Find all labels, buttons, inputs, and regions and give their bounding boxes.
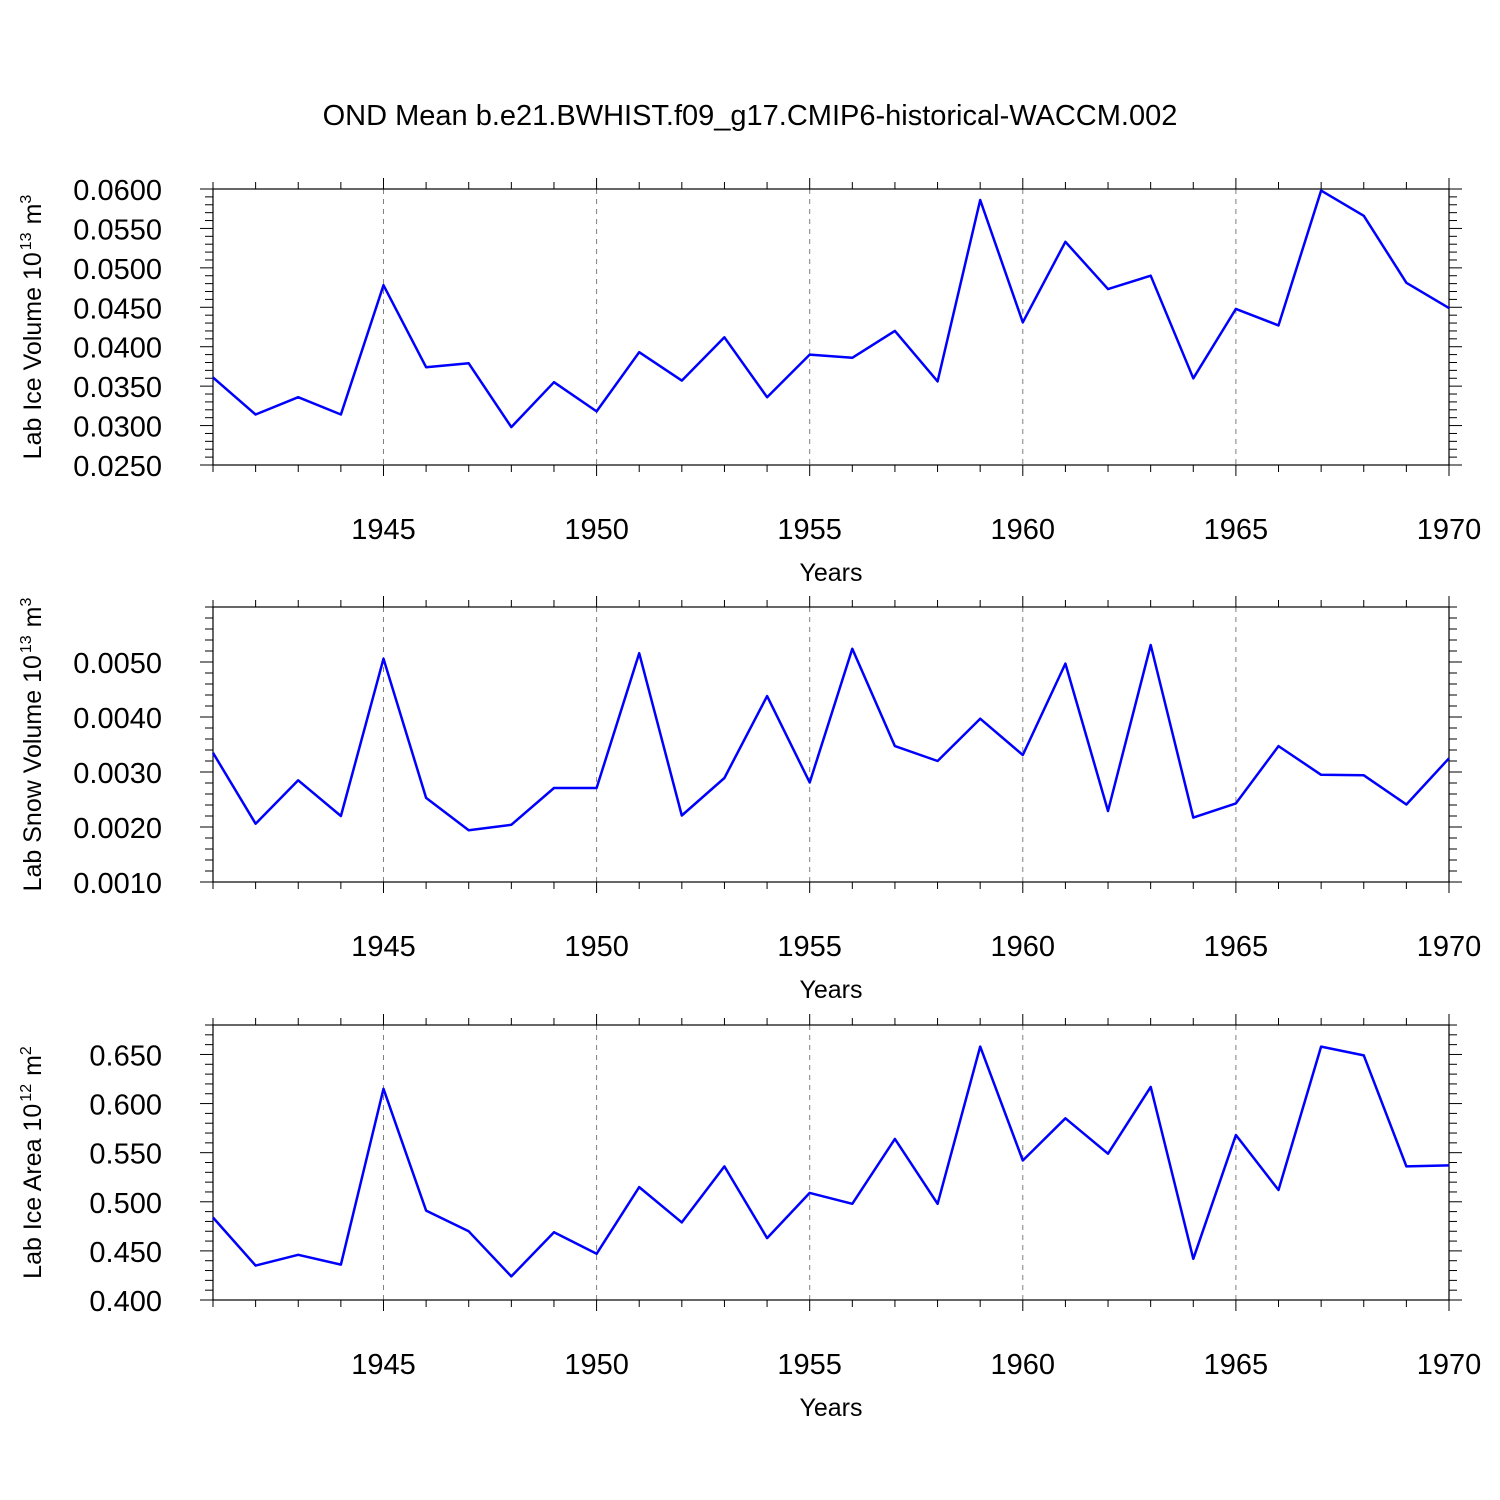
y-tick-label: 0.600 — [89, 1090, 162, 1122]
x-tick-label: 1955 — [777, 931, 842, 963]
x-tick-label: 1965 — [1204, 931, 1269, 963]
x-tick-label: 1950 — [564, 931, 629, 963]
x-tick-label: 1970 — [1417, 514, 1482, 546]
y-axis-label: Lab Snow Volume 10 13 m3 — [18, 598, 47, 892]
x-tick-label: 1950 — [564, 514, 629, 546]
series-line-snow-volume — [211, 643, 1450, 832]
y-tick-label: 0.0030 — [73, 758, 162, 790]
y-axis-label-exponent: 12 — [18, 1084, 35, 1102]
y-tick-label: 0.0350 — [73, 372, 162, 404]
plot-frame — [212, 606, 1450, 883]
y-tick-label: 0.0400 — [73, 333, 162, 365]
x-tick-label: 1965 — [1204, 514, 1269, 546]
x-tick-label: 1945 — [351, 514, 416, 546]
x-axis-label: Years — [799, 976, 862, 1004]
chart-panel-snow-volume: 0.0010 0.0020 0.0030 0.0040 0.0050 1945 1950 19… — [18, 596, 1481, 1004]
y-tick-label: 0.0500 — [73, 254, 162, 286]
y-axis-label: Lab Ice Area 10 12 m2 — [18, 1046, 47, 1279]
x-tick-label: 1960 — [991, 1349, 1056, 1381]
y-tick-label: 0.550 — [89, 1139, 162, 1171]
y-tick-label: 0.0250 — [73, 451, 162, 483]
series-line-ice-volume — [212, 189, 1450, 429]
y-tick-label: 0.0010 — [73, 868, 162, 900]
x-tick-label: 1950 — [564, 1349, 629, 1381]
y-axis-label-text: Lab Ice Area 10 — [19, 1104, 47, 1279]
y-tick-label: 0.450 — [89, 1237, 162, 1269]
y-axis-label-exponent: 13 — [18, 232, 35, 250]
x-tick-label: 1965 — [1204, 1349, 1269, 1381]
y-tick-label: 0.0450 — [73, 293, 162, 325]
y-tick-label: 0.0020 — [73, 813, 162, 845]
y-axis-label-unit-exponent: 3 — [18, 598, 35, 607]
x-tick-label: 1970 — [1417, 931, 1482, 963]
y-axis-label-exponent: 13 — [18, 635, 35, 653]
y-axis-label-unit: m — [19, 1055, 47, 1076]
y-tick-label: 0.0550 — [73, 214, 162, 246]
plot-frame — [212, 188, 1450, 466]
chart-panel-ice-volume: 0.0250 0.0300 0.0350 0.0400 0.0450 0.0500 0.05… — [18, 175, 1481, 587]
y-axis-label-unit: m — [19, 607, 47, 628]
y-axis-label-text: Lab Ice Volume 10 — [19, 252, 47, 459]
y-axis-label-unit: m — [19, 204, 47, 225]
x-axis-label: Years — [799, 1394, 862, 1422]
y-tick-label: 0.400 — [89, 1286, 162, 1318]
series-line-ice-area — [212, 1045, 1450, 1278]
y-axis-label-unit-exponent: 2 — [18, 1046, 35, 1055]
x-tick-label: 1960 — [991, 931, 1056, 963]
x-tick-label: 1960 — [991, 514, 1056, 546]
y-axis-label-text: Lab Snow Volume 10 — [19, 655, 47, 891]
x-tick-label: 1955 — [777, 1349, 842, 1381]
x-tick-label: 1945 — [351, 931, 416, 963]
plot-frame — [212, 1024, 1450, 1301]
x-tick-label: 1955 — [777, 514, 842, 546]
y-tick-label: 0.500 — [89, 1188, 162, 1220]
chart-panel-ice-area: 0.400 0.450 0.500 0.550 0.600 0.650 1945 1950 19… — [18, 1014, 1481, 1422]
figure-title: OND Mean b.e21.BWHIST.f09_g17.CMIP6-hist… — [322, 100, 1178, 132]
y-tick-label: 0.650 — [89, 1040, 162, 1072]
x-axis-label: Years — [799, 559, 862, 587]
x-tick-label: 1970 — [1417, 1349, 1482, 1381]
y-tick-label: 0.0600 — [73, 175, 162, 207]
y-tick-label: 0.0040 — [73, 703, 162, 735]
y-tick-label: 0.0300 — [73, 412, 162, 444]
y-axis-label-unit-exponent: 3 — [18, 195, 35, 204]
y-tick-label: 0.0050 — [73, 648, 162, 680]
x-tick-label: 1945 — [351, 1349, 416, 1381]
y-axis-label: Lab Ice Volume 10 13 m3 — [18, 195, 47, 460]
